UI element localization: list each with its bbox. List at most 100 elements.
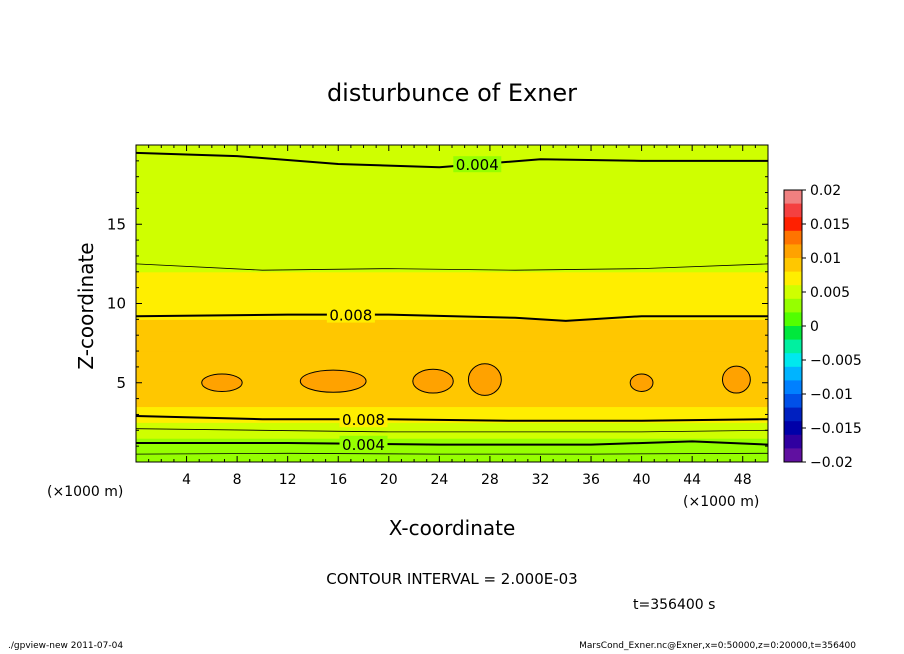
x-tick-label: 44 bbox=[683, 472, 701, 488]
footer-right: MarsCond_Exner.nc@Exner,x=0:50000,z=0:20… bbox=[579, 641, 856, 651]
colorbar-swatch bbox=[784, 366, 802, 381]
y-tick-label: 10 bbox=[107, 295, 126, 313]
footer-left: ./gpview-new 2011-07-04 bbox=[8, 641, 124, 651]
colorbar-label: 0.02 bbox=[810, 183, 841, 199]
field-band bbox=[136, 287, 768, 304]
x-tick-label: 4 bbox=[182, 472, 191, 488]
field-band bbox=[136, 421, 768, 431]
field-band bbox=[136, 453, 768, 462]
warm-cell bbox=[467, 363, 502, 396]
warm-cell bbox=[299, 369, 367, 393]
colorbar-swatch bbox=[784, 394, 802, 409]
colorbar-swatch bbox=[784, 285, 802, 300]
field-band bbox=[136, 160, 768, 178]
contour-label-bg bbox=[339, 435, 388, 452]
colorbar: 0.02 0.015 0.01 0.005 0 −0.005 −0.01 −0.015 −0.0… bbox=[783, 183, 862, 471]
field-layer bbox=[136, 145, 768, 462]
colorbar-swatch bbox=[784, 326, 802, 341]
contour-line bbox=[136, 263, 768, 271]
field-band bbox=[136, 413, 768, 423]
y-axis-label: Z-coordinate bbox=[74, 242, 98, 369]
x-tick-label: 20 bbox=[380, 472, 398, 488]
contour-label: 0.004 bbox=[342, 436, 385, 454]
x-tick-label: 36 bbox=[582, 472, 600, 488]
contour-label-bg bbox=[339, 411, 388, 428]
colorbar-swatch bbox=[784, 407, 802, 422]
field-band bbox=[136, 429, 768, 439]
contour-line bbox=[136, 151, 768, 169]
x-tick-label: 40 bbox=[633, 472, 651, 488]
contour-line bbox=[136, 428, 768, 433]
time-text: t=356400 s bbox=[633, 597, 715, 613]
field-band bbox=[136, 334, 768, 352]
chart-title: disturbunce of Exner bbox=[327, 79, 577, 107]
contour-label-bg bbox=[453, 156, 502, 173]
contour-label: 0.008 bbox=[329, 307, 372, 325]
field-band bbox=[136, 145, 768, 162]
x-tick-label: 16 bbox=[329, 472, 347, 488]
field-band bbox=[136, 207, 768, 225]
contour-label-bg bbox=[326, 306, 375, 323]
field-band bbox=[136, 382, 768, 400]
colorbar-swatch bbox=[784, 271, 802, 286]
colorbar-swatch bbox=[784, 190, 802, 205]
colorbar-swatch bbox=[784, 230, 802, 245]
contour-line bbox=[136, 440, 768, 446]
colorbar-label: −0.005 bbox=[810, 353, 862, 369]
field-band bbox=[136, 192, 768, 209]
colorbar-label: −0.015 bbox=[810, 421, 862, 437]
field-band bbox=[136, 318, 768, 336]
warm-cell bbox=[721, 365, 751, 394]
colorbar-swatch bbox=[784, 203, 802, 218]
contour-line bbox=[136, 415, 768, 422]
colorbar-label: −0.02 bbox=[810, 455, 853, 471]
contour-line bbox=[136, 452, 768, 455]
field-band bbox=[136, 445, 768, 455]
colorbar-swatch bbox=[784, 312, 802, 327]
x-tick-label: 12 bbox=[279, 472, 297, 488]
field-band bbox=[136, 255, 768, 273]
field-band bbox=[136, 176, 768, 194]
colorbar-swatch bbox=[784, 244, 802, 259]
colorbar-label: 0.005 bbox=[810, 285, 850, 301]
colorbar-label: 0 bbox=[810, 319, 819, 335]
y-tick-label: 5 bbox=[116, 374, 126, 392]
x-tick-label: 48 bbox=[734, 472, 752, 488]
contour-label: 0.008 bbox=[342, 411, 385, 429]
colorbar-label: 0.015 bbox=[810, 217, 850, 233]
x-tick-label: 24 bbox=[430, 472, 448, 488]
field-band bbox=[136, 223, 768, 241]
y-tick-label: 15 bbox=[107, 215, 126, 233]
contour-label: 0.004 bbox=[456, 156, 499, 174]
field-band bbox=[136, 366, 768, 384]
colorbar-swatch bbox=[784, 448, 802, 463]
field-band bbox=[136, 303, 768, 320]
colorbar-swatch bbox=[784, 298, 802, 313]
x-tick-label: 32 bbox=[532, 472, 550, 488]
contour-interval-text: CONTOUR INTERVAL = 2.000E-03 bbox=[326, 570, 577, 588]
x-unit-left: (×1000 m) bbox=[47, 484, 123, 500]
contour-layer: 0.004 0.008 0.008 0.004 bbox=[136, 151, 768, 455]
colorbar-label: −0.01 bbox=[810, 387, 853, 403]
field-band bbox=[136, 437, 768, 447]
colorbar-swatch bbox=[784, 421, 802, 436]
warm-cell bbox=[629, 373, 654, 392]
colorbar-swatch bbox=[784, 434, 802, 449]
colorbar-swatch bbox=[784, 258, 802, 273]
field-band bbox=[136, 350, 768, 368]
x-unit-right: (×1000 m) bbox=[683, 494, 759, 510]
colorbar-swatch bbox=[784, 353, 802, 368]
warm-cell bbox=[412, 368, 454, 394]
field-band bbox=[136, 406, 768, 415]
contour-line bbox=[136, 313, 768, 322]
colorbar-swatch bbox=[784, 380, 802, 395]
warm-cell bbox=[201, 373, 243, 392]
colorbar-label: 0.01 bbox=[810, 251, 841, 267]
x-axis-label: X-coordinate bbox=[389, 516, 516, 540]
x-tick-label: 8 bbox=[233, 472, 242, 488]
colorbar-swatch bbox=[784, 339, 802, 354]
field-band bbox=[136, 239, 768, 257]
colorbar-swatch bbox=[784, 217, 802, 232]
